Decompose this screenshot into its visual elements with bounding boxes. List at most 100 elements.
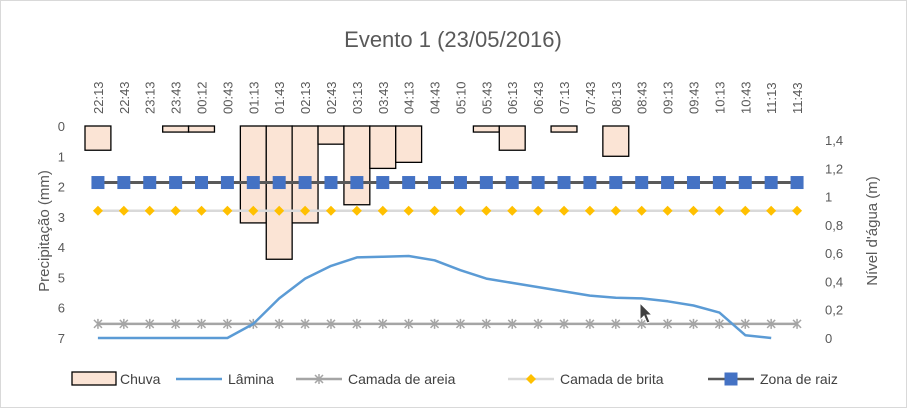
x-marker <box>455 318 465 329</box>
legend-item: Zona de raiz <box>708 371 838 387</box>
diamond-marker <box>584 205 595 216</box>
x-marker <box>378 318 388 329</box>
left-y-tick-label: 0 <box>58 119 65 134</box>
rain-bar <box>369 125 397 170</box>
x-tick-label: 02:43 <box>324 81 339 114</box>
square-marker <box>220 176 234 190</box>
x-marker <box>637 318 647 329</box>
x-tick-label: 09:43 <box>686 81 701 114</box>
x-marker <box>326 318 336 329</box>
square-marker <box>350 176 364 190</box>
right-y-tick-label: 0,2 <box>825 303 843 318</box>
x-marker <box>559 318 569 329</box>
left-y-tick-labels: 0 1 2 3 4 5 6 7 <box>58 119 65 346</box>
x-tick-label: 22:13 <box>91 81 106 114</box>
legend-item: Camada de areia <box>296 371 456 387</box>
diamond-marker <box>526 374 536 384</box>
x-marker <box>663 318 673 329</box>
square-marker <box>479 176 493 190</box>
square-marker <box>453 176 467 190</box>
square-marker <box>246 176 260 190</box>
right-y-tick-label: 0,8 <box>825 218 843 233</box>
diamond-marker <box>792 205 803 216</box>
legend-item: Lâmina <box>176 371 274 387</box>
x-tick-label: 04:43 <box>428 81 443 114</box>
x-tick-label: 07:13 <box>557 81 572 114</box>
x-tick-label: 10:13 <box>712 81 727 114</box>
x-marker <box>481 318 491 329</box>
diamond-marker <box>688 205 699 216</box>
x-marker <box>740 318 750 329</box>
square-marker <box>583 176 597 190</box>
x-marker <box>300 318 310 329</box>
rain-bar <box>317 125 345 145</box>
x-tick-label: 05:43 <box>479 81 494 114</box>
x-tick-label: 09:13 <box>661 81 676 114</box>
x-marker <box>404 318 414 329</box>
x-marker <box>585 318 595 329</box>
x-tick-label: 00:43 <box>220 81 235 114</box>
x-marker <box>145 318 155 329</box>
rain-bar <box>162 125 190 133</box>
square-marker <box>195 176 209 190</box>
x-marker <box>507 318 517 329</box>
right-y-tick-label: 1,2 <box>825 161 843 176</box>
diamond-marker <box>325 205 336 216</box>
square-marker <box>724 372 738 386</box>
square-marker <box>686 176 700 190</box>
diamond-marker <box>481 205 492 216</box>
diamond-marker <box>766 205 777 216</box>
rain-bar <box>343 125 371 206</box>
diamond-marker <box>222 205 233 216</box>
x-marker <box>222 318 232 329</box>
legend-item: Chuva <box>71 371 161 387</box>
legend-label: Chuva <box>120 371 161 387</box>
x-tick-label: 08:13 <box>609 81 624 114</box>
diamond-marker <box>274 205 285 216</box>
x-marker <box>119 318 129 329</box>
x-marker <box>792 318 802 329</box>
legend-label: Camada de brita <box>560 371 664 387</box>
legend-swatch <box>71 371 117 386</box>
diamond-marker <box>403 205 414 216</box>
legend-label: Zona de raiz <box>760 371 838 387</box>
legend-label: Camada de areia <box>348 371 456 387</box>
diamond-marker <box>714 205 725 216</box>
diamond-marker <box>610 205 621 216</box>
x-marker <box>314 374 324 384</box>
rain-bar <box>498 125 526 151</box>
left-axis-title: Precipitação (mm) <box>36 170 53 292</box>
x-marker <box>714 318 724 329</box>
square-marker <box>790 176 804 190</box>
left-y-tick-label: 7 <box>58 331 65 346</box>
square-marker <box>609 176 623 190</box>
diamond-marker <box>300 205 311 216</box>
x-tick-label: 11:13 <box>764 82 779 114</box>
square-marker <box>117 176 131 190</box>
x-tick-label: 06:13 <box>505 81 520 114</box>
diamond-marker <box>636 205 647 216</box>
x-marker <box>430 318 440 329</box>
diamond-marker <box>170 205 181 216</box>
x-tick-label: 22:43 <box>117 81 132 114</box>
square-marker <box>298 176 312 190</box>
mouse-cursor-icon <box>639 301 654 324</box>
square-marker <box>712 176 726 190</box>
square-marker <box>402 176 416 190</box>
diamond-marker <box>377 205 388 216</box>
right-axis-title: Nível d'água (m) <box>864 176 881 286</box>
rain-bar <box>265 125 293 260</box>
rain-bar <box>187 125 216 133</box>
diamond-marker <box>455 205 466 216</box>
left-y-tick-label: 5 <box>58 270 65 285</box>
square-marker <box>635 176 649 190</box>
left-y-tick-label: 3 <box>58 210 65 225</box>
x-marker <box>611 318 621 329</box>
diamond-marker <box>351 205 362 216</box>
x-marker <box>352 318 362 329</box>
square-marker <box>428 176 442 190</box>
rain-bar <box>395 125 423 163</box>
x-marker <box>274 318 284 329</box>
